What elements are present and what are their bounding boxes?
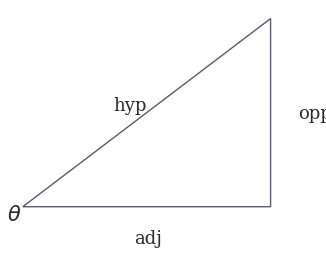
Text: hyp: hyp — [114, 97, 147, 115]
Text: adj: adj — [134, 229, 162, 248]
Text: $\theta$: $\theta$ — [7, 205, 21, 225]
Text: opp: opp — [298, 105, 326, 123]
